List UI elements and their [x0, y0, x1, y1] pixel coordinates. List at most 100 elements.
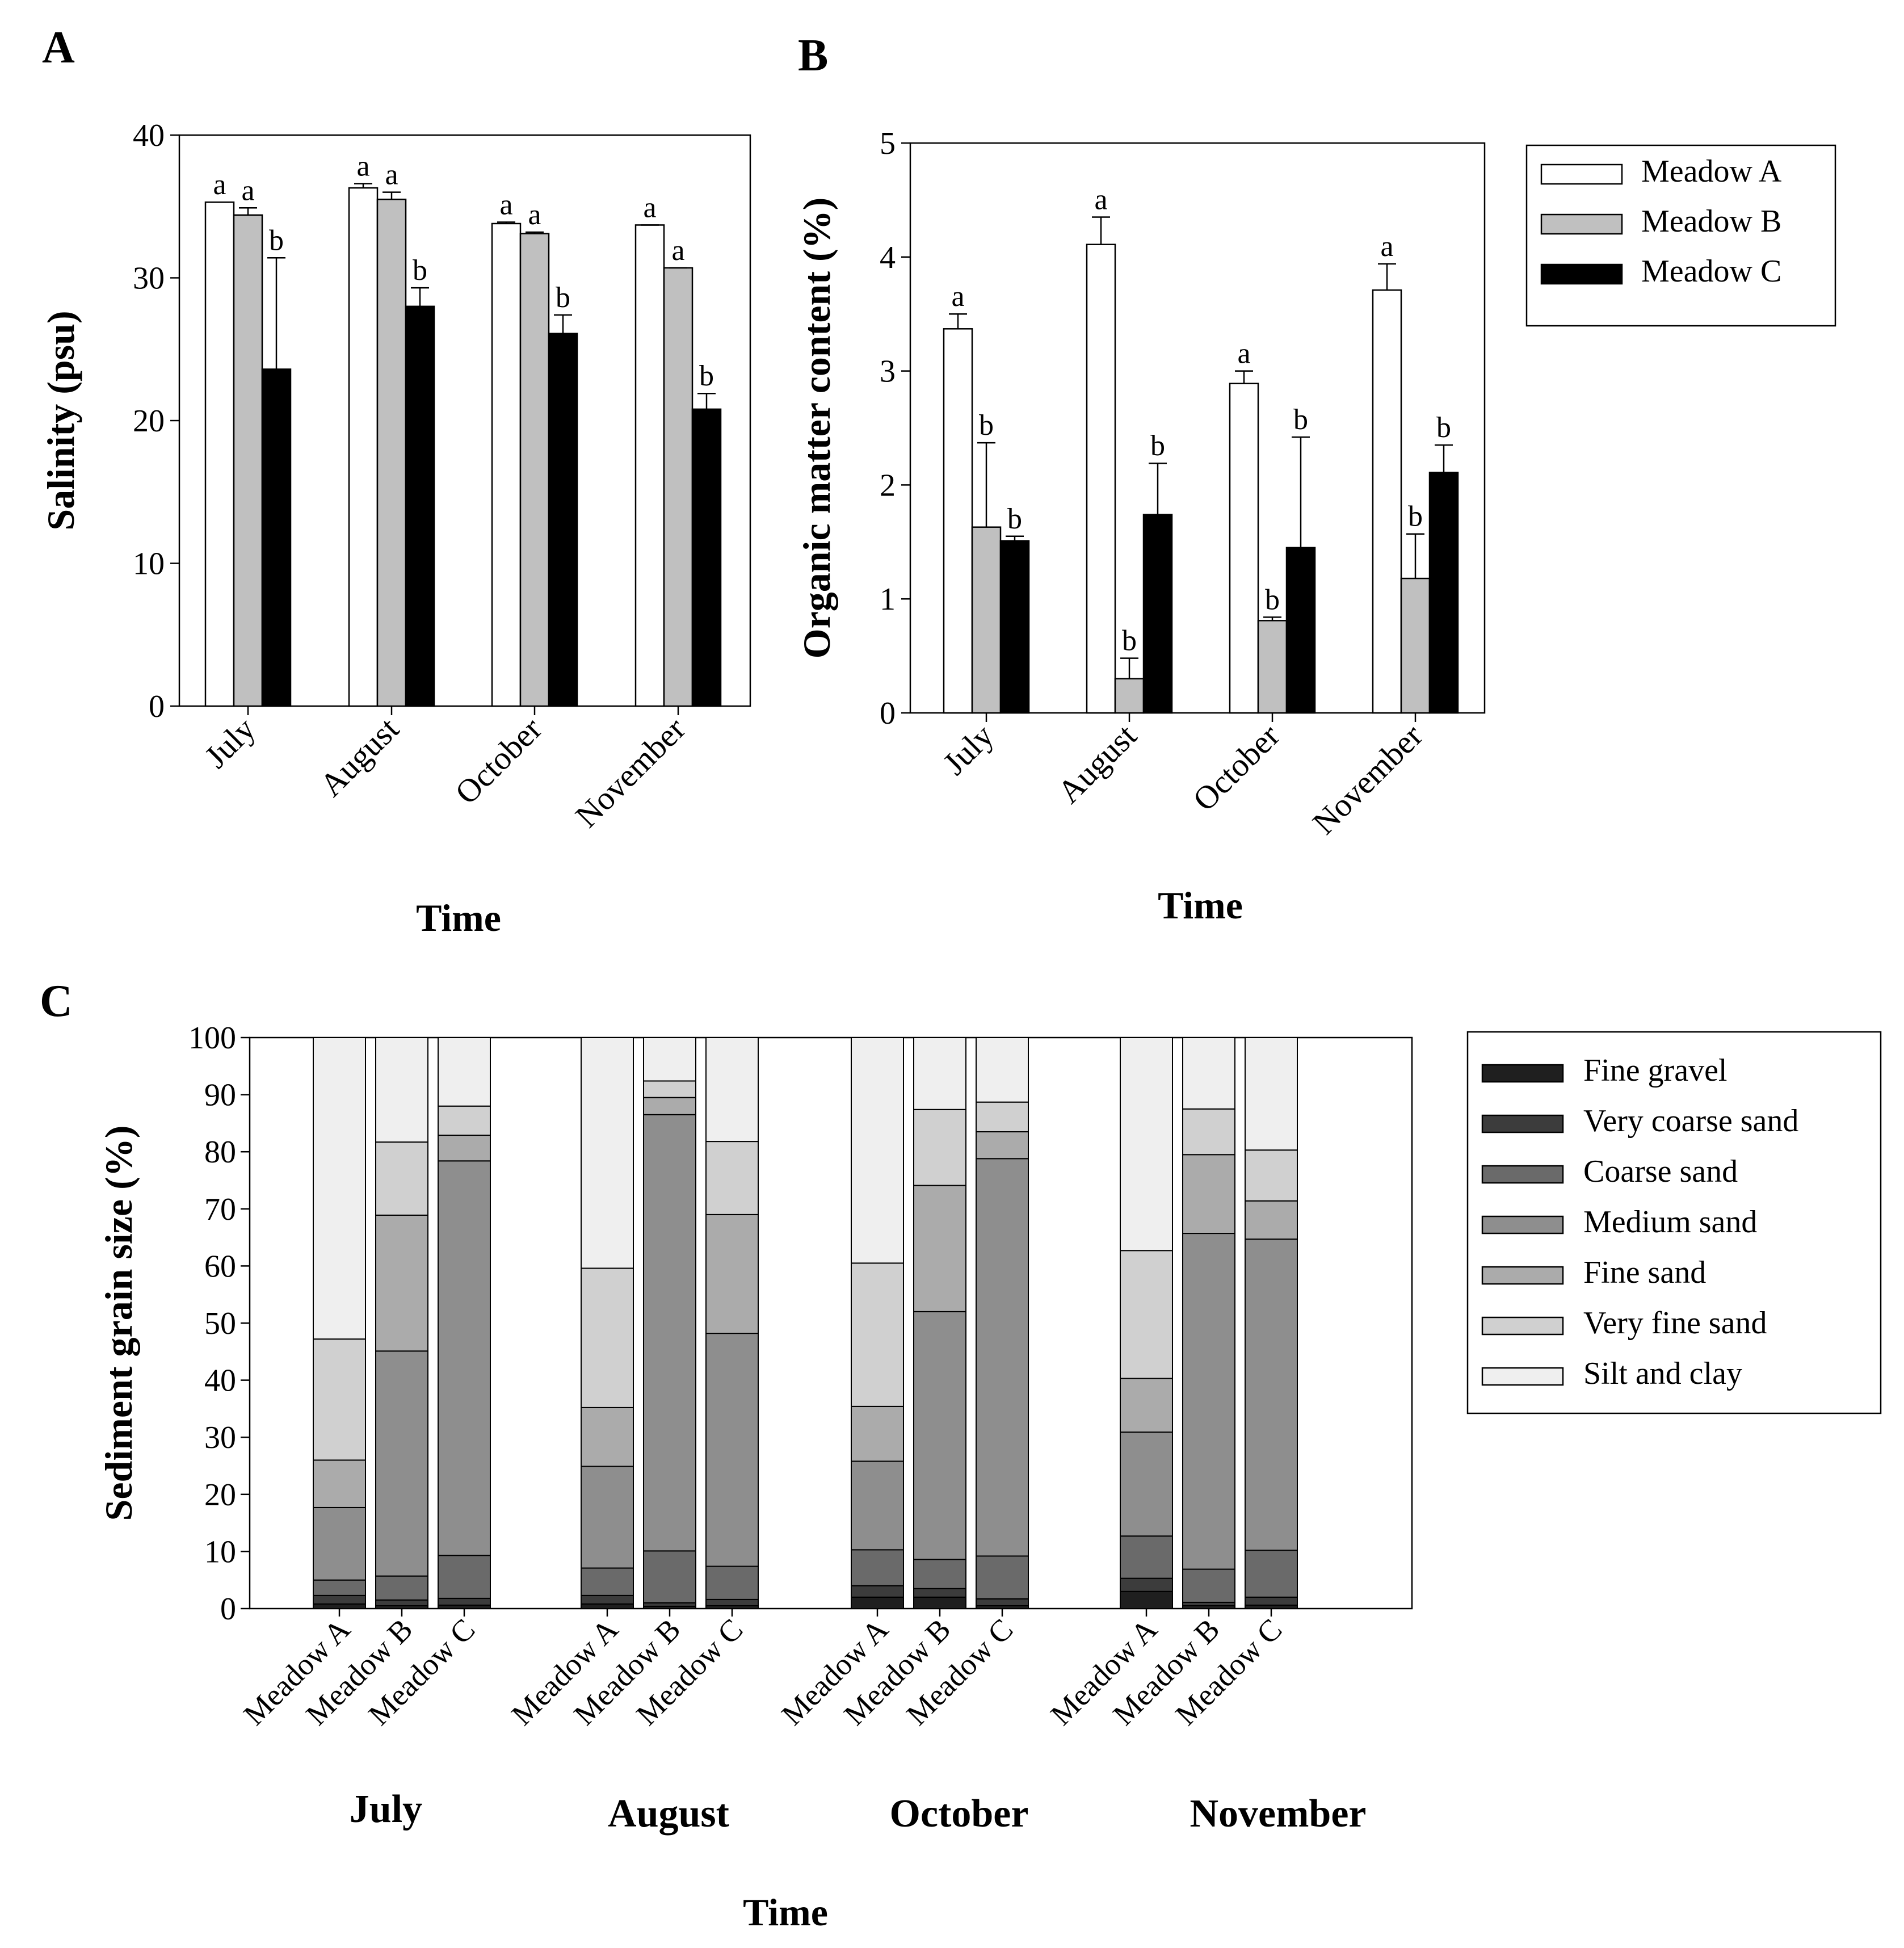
segment-fine-gravel-meadow-b-october — [913, 1596, 966, 1609]
group-label-july: July — [350, 1787, 422, 1831]
segment-coarse-sand-meadow-a-november — [1120, 1535, 1173, 1579]
significance-letter: b — [556, 282, 570, 314]
segment-fine-sand-meadow-a-july — [313, 1459, 366, 1508]
bar-meadow-b-october — [519, 233, 550, 707]
bar-meadow-a-august — [348, 187, 379, 707]
legend-swatch-coarse-sand — [1481, 1165, 1564, 1184]
x-category-label: July — [936, 717, 1001, 782]
segment-silt-and-clay-meadow-b-july — [375, 1037, 428, 1143]
significance-letter: b — [699, 360, 714, 392]
segment-very-coarse-sand-meadow-a-july — [313, 1594, 366, 1605]
segment-fine-sand-meadow-c-october — [976, 1131, 1029, 1160]
x-category-label: November — [568, 710, 692, 834]
segment-silt-and-clay-meadow-b-november — [1182, 1037, 1235, 1110]
bar-meadow-a-july — [204, 201, 235, 707]
significance-letter: a — [1094, 184, 1107, 216]
bar-meadow-c-july — [261, 368, 292, 707]
panel-b-organic-matter-chart: 0 1 2 3 4 5 a b b July a b b August a b b October a b b Novem… — [795, 126, 1836, 927]
legend-label-meadow-b: Meadow B — [1641, 204, 1781, 239]
bar-meadow-a-august — [1086, 244, 1116, 714]
segment-fine-sand-meadow-b-august — [643, 1097, 696, 1115]
segment-silt-and-clay-meadow-b-october — [913, 1037, 966, 1110]
significance-letter: a — [385, 159, 398, 191]
legend-label-very-coarse-sand: Very coarse sand — [1583, 1103, 1798, 1139]
segment-medium-sand-meadow-c-july — [438, 1160, 491, 1556]
segment-silt-and-clay-meadow-a-july — [313, 1037, 366, 1340]
segment-fine-gravel-meadow-a-july — [313, 1603, 366, 1609]
segment-very-fine-sand-meadow-c-august — [705, 1141, 759, 1215]
significance-letter: a — [241, 174, 254, 207]
segment-medium-sand-meadow-a-august — [581, 1466, 634, 1569]
legend-label-meadow-a: Meadow A — [1641, 154, 1782, 189]
segment-very-fine-sand-meadow-a-october — [851, 1262, 904, 1407]
significance-letter: b — [1408, 501, 1423, 533]
segment-medium-sand-meadow-a-october — [851, 1460, 904, 1551]
y-tick-label: 1 — [880, 582, 896, 617]
segment-medium-sand-meadow-b-november — [1182, 1233, 1235, 1570]
significance-letter: b — [1122, 625, 1137, 657]
legend-swatch-meadow-a — [1540, 163, 1623, 185]
segment-very-coarse-sand-meadow-c-july — [438, 1597, 491, 1606]
plot-frame — [909, 142, 1486, 714]
significance-letter: b — [979, 409, 994, 442]
bar-meadow-b-october — [1257, 620, 1288, 714]
bar-meadow-b-november — [663, 267, 693, 707]
legend-label-silt-and-clay: Silt and clay — [1583, 1356, 1742, 1391]
x-category-label: November — [1305, 717, 1430, 841]
legend-swatch-medium-sand — [1481, 1215, 1564, 1235]
bar-meadow-a-july — [943, 328, 973, 714]
segment-fine-sand-meadow-c-august — [705, 1214, 759, 1334]
y-tick-label: 40 — [204, 1363, 236, 1399]
segment-silt-and-clay-meadow-c-july — [438, 1037, 491, 1107]
bar-meadow-a-october — [491, 222, 522, 707]
legend-label-fine-sand: Fine sand — [1583, 1255, 1706, 1290]
significance-letter: b — [1150, 430, 1165, 462]
segment-very-fine-sand-meadow-c-november — [1245, 1149, 1298, 1202]
segment-medium-sand-meadow-b-july — [375, 1350, 428, 1577]
bar-meadow-a-november — [634, 224, 665, 707]
bar-meadow-c-october — [1285, 547, 1316, 714]
segment-very-coarse-sand-meadow-a-august — [581, 1594, 634, 1605]
segment-medium-sand-meadow-b-august — [643, 1114, 696, 1552]
bar-meadow-b-july — [971, 526, 1002, 714]
legend-label-coarse-sand: Coarse sand — [1583, 1154, 1738, 1189]
x-axis-title: Time — [743, 1891, 828, 1934]
segment-fine-sand-meadow-c-july — [438, 1135, 491, 1162]
bar-meadow-c-august — [1142, 514, 1173, 714]
panel-letter-a: A — [42, 23, 75, 73]
y-tick-label: 20 — [133, 404, 165, 439]
segment-medium-sand-meadow-b-october — [913, 1311, 966, 1560]
y-tick-label: 10 — [204, 1534, 236, 1569]
x-axis-title: Time — [416, 896, 501, 939]
significance-letter: b — [1293, 404, 1308, 436]
y-tick-label: 80 — [204, 1135, 236, 1170]
group-label-august: August — [608, 1792, 729, 1836]
legend-swatch-fine-gravel — [1481, 1064, 1564, 1083]
segment-fine-sand-meadow-b-october — [913, 1185, 966, 1312]
legend-swatch-fine-sand — [1481, 1266, 1564, 1285]
segment-very-fine-sand-meadow-c-october — [976, 1101, 1029, 1132]
x-category-label: October — [448, 710, 549, 811]
bar-meadow-a-october — [1229, 383, 1259, 714]
segment-coarse-sand-meadow-a-october — [851, 1549, 904, 1586]
segment-coarse-sand-meadow-c-july — [438, 1555, 491, 1599]
segment-very-coarse-sand-meadow-c-november — [1245, 1596, 1298, 1606]
y-axis-title: Organic matter content (%) — [795, 198, 838, 659]
segment-very-fine-sand-meadow-c-july — [438, 1105, 491, 1136]
x-category-label: August — [313, 710, 406, 803]
significance-letter: a — [951, 280, 964, 313]
y-tick-label: 30 — [133, 261, 165, 296]
segment-medium-sand-meadow-c-november — [1245, 1239, 1298, 1551]
segment-very-fine-sand-meadow-a-november — [1120, 1250, 1173, 1379]
segment-very-fine-sand-meadow-b-november — [1182, 1108, 1235, 1156]
significance-letter: a — [1380, 230, 1393, 263]
group-label-november: November — [1190, 1792, 1366, 1836]
segment-medium-sand-meadow-c-october — [976, 1158, 1029, 1557]
y-tick-label: 0 — [220, 1592, 236, 1627]
significance-letter: b — [1436, 412, 1451, 444]
segment-coarse-sand-meadow-c-october — [976, 1555, 1029, 1599]
panel-letter-c: C — [40, 976, 73, 1026]
y-tick-label: 0 — [149, 689, 165, 724]
segment-coarse-sand-meadow-b-august — [643, 1550, 696, 1603]
